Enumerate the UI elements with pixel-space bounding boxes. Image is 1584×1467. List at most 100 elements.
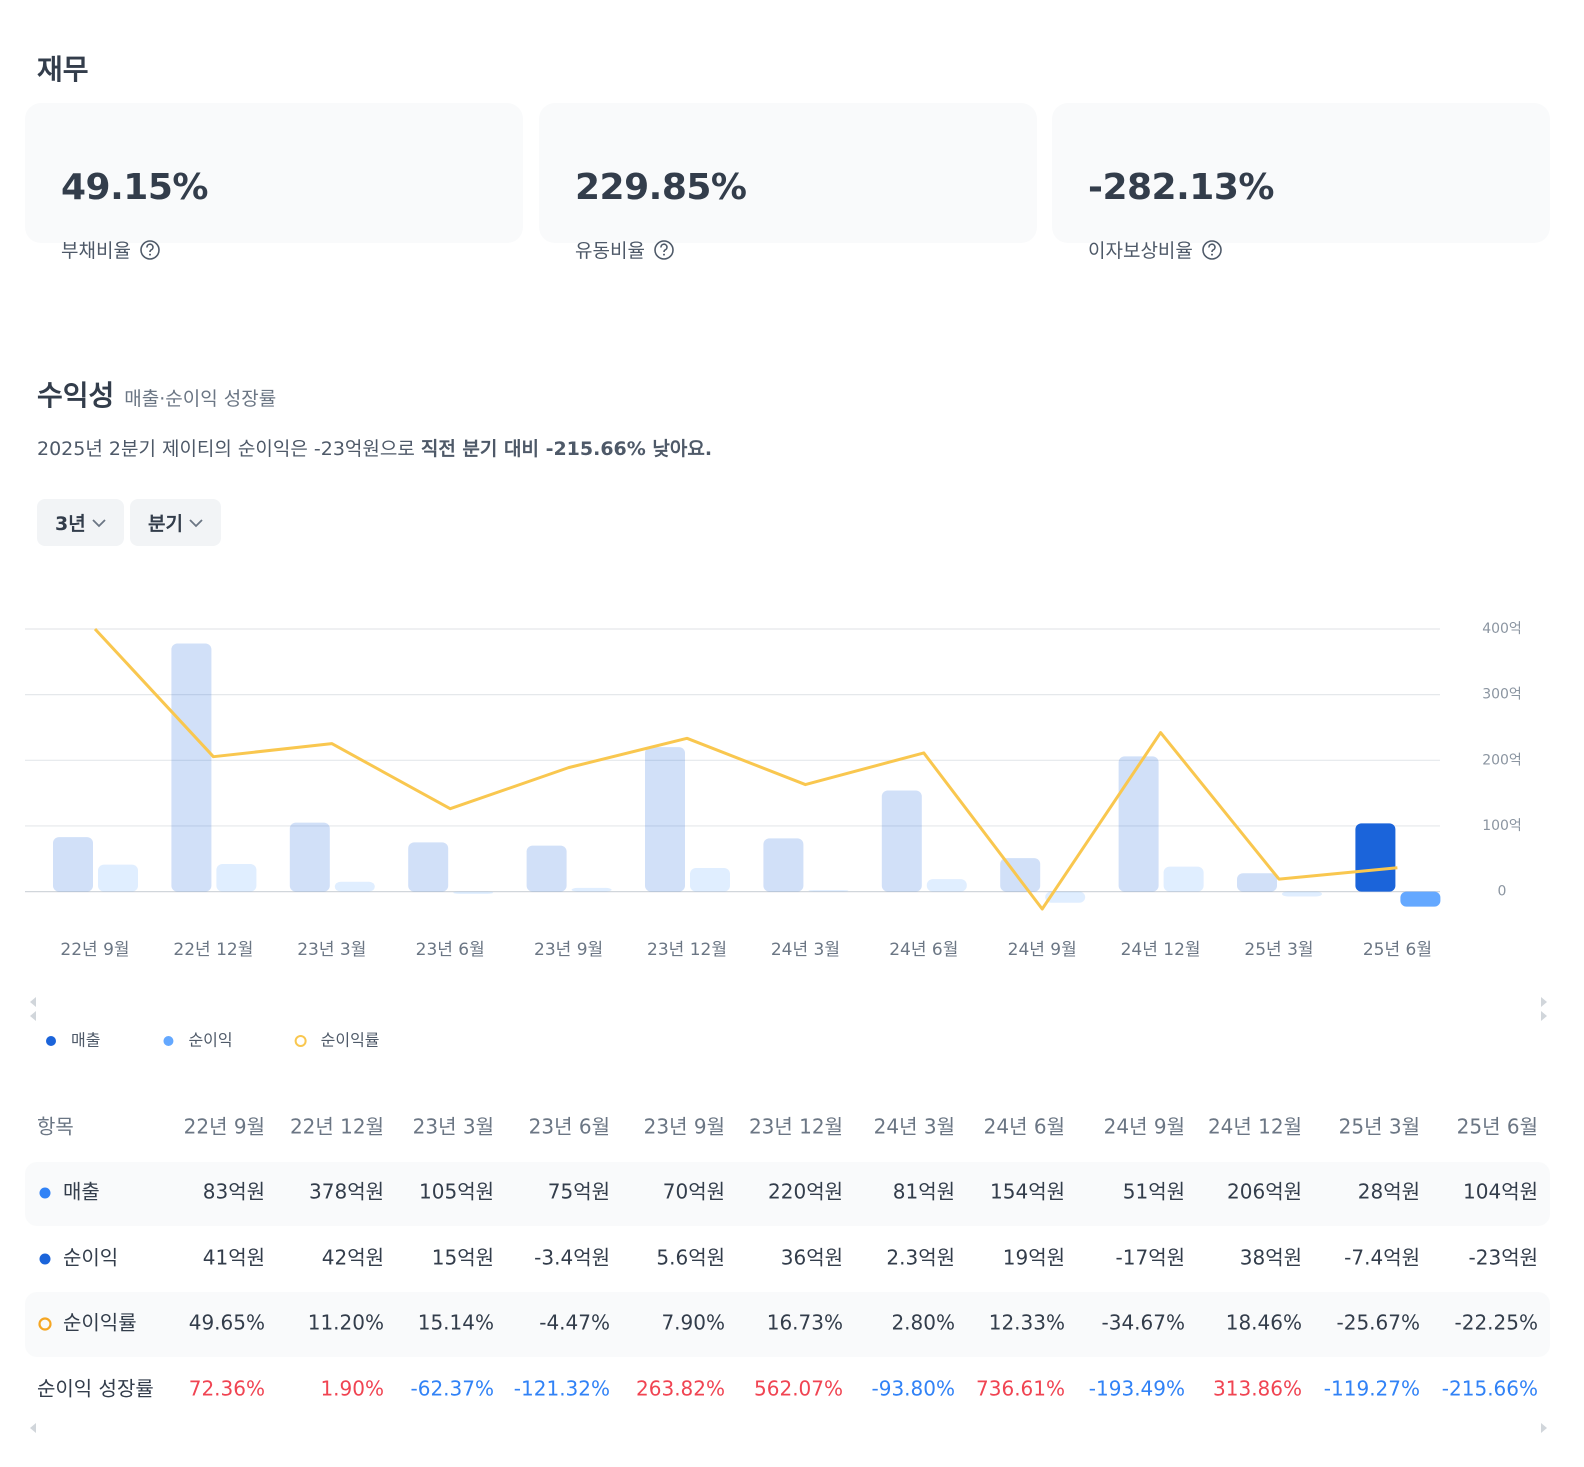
bar (808, 890, 849, 892)
bar (645, 747, 685, 892)
scroll-right[interactable] (1541, 1423, 1547, 1433)
help-icon[interactable] (653, 239, 675, 261)
scroll-left[interactable] (30, 1011, 36, 1021)
column-header: 25년 6월 (1457, 1115, 1538, 1139)
help-icon[interactable] (1201, 239, 1223, 261)
x-tick-label: 23년 12월 (647, 940, 727, 960)
table-cell: 220억원 (768, 1180, 843, 1204)
metric-label-row: 이자보상비율 (1088, 236, 1223, 263)
table-cell: -62.37% (411, 1377, 494, 1401)
table-cell: 1.90% (320, 1377, 384, 1401)
bar (926, 879, 967, 892)
period-dropdown[interactable]: 3년 (37, 499, 124, 546)
bar (1237, 873, 1277, 892)
bar (289, 822, 330, 892)
legend-marker (294, 1035, 307, 1047)
table-cell: -34.67% (1102, 1311, 1185, 1335)
row-background (25, 1162, 1550, 1226)
legend-label: 매출 (71, 1031, 100, 1050)
x-tick-label: 24년 12월 (1121, 940, 1201, 960)
scroll-left[interactable] (30, 997, 36, 1007)
scroll-left[interactable] (30, 1423, 36, 1433)
table-cell: 38억원 (1240, 1246, 1302, 1270)
y-tick-label: 100억 (1482, 818, 1522, 834)
scroll-right[interactable] (1541, 997, 1547, 1007)
y-tick-label: 300억 (1482, 687, 1522, 703)
column-header: 23년 3월 (413, 1115, 494, 1139)
legend-label: 순이익 (188, 1031, 232, 1050)
metric-value: 49.15% (61, 167, 208, 208)
scroll-right[interactable] (1541, 1011, 1547, 1021)
table-cell: 5.6억원 (656, 1246, 725, 1270)
section-title: 수익성 (37, 379, 115, 412)
table-cell: -119.27% (1324, 1377, 1420, 1401)
column-header: 24년 3월 (874, 1115, 955, 1139)
row-marker (39, 1187, 51, 1199)
metric-card: 부채비율 49.15% (25, 103, 523, 262)
table-cell: -17억원 (1116, 1246, 1185, 1270)
page-title: 재무 (37, 53, 89, 86)
bar (1282, 891, 1322, 897)
metric-card: 유동비율 229.85% (539, 103, 1037, 262)
table-cell: 75억원 (548, 1180, 610, 1204)
bar (171, 643, 212, 892)
bar (1118, 756, 1159, 892)
y-tick-label: 0 (1498, 884, 1507, 900)
legend-marker (163, 1036, 174, 1046)
table-cell: -121.32% (514, 1377, 610, 1401)
metric-label: 이자보상비율 (1088, 240, 1193, 262)
table-cell: 11.20% (308, 1311, 384, 1335)
table-cell: -93.80% (872, 1377, 955, 1401)
x-tick-label: 23년 6월 (416, 940, 485, 960)
table-cell: -7.4억원 (1344, 1246, 1420, 1270)
bar (1163, 866, 1204, 892)
table-cell: 16.73% (767, 1311, 843, 1335)
column-header: 25년 3월 (1339, 1115, 1420, 1139)
line (93, 627, 1398, 911)
table-cell: 2.80% (891, 1311, 955, 1335)
summary-emphasis: 직전 분기 대비 -215.66% 낮아요. (420, 438, 713, 460)
metric-label: 부채비율 (61, 240, 131, 262)
column-header: 23년 12월 (749, 1115, 843, 1139)
x-tick-label: 24년 3월 (771, 940, 840, 960)
table-cell: 70억원 (663, 1180, 725, 1204)
column-header: 24년 12월 (1208, 1115, 1302, 1139)
bar (98, 864, 138, 892)
table-cell: 41억원 (203, 1246, 265, 1270)
table-cell: 83억원 (203, 1180, 265, 1204)
section-heading: 수익성 매출·순이익 성장률 (37, 374, 276, 414)
metric-label: 유동비율 (575, 240, 645, 262)
x-tick-label: 24년 9월 (1008, 940, 1077, 960)
section-subtitle: 매출·순이익 성장률 (124, 388, 277, 410)
table-cell: 378억원 (309, 1180, 384, 1204)
bar (408, 842, 449, 892)
row-label: 순이익 (63, 1246, 118, 1270)
table-cell: -4.47% (539, 1311, 610, 1335)
table-cell: 7.90% (661, 1311, 725, 1335)
x-tick-label: 22년 9월 (60, 940, 129, 960)
data-table: 항목 22년 9월 22년 12월 23년 3월 23년 6월 23년 9월 23년 12월… (25, 1115, 1550, 1433)
table-cell: 42억원 (322, 1246, 384, 1270)
x-tick-label: 22년 12월 (173, 940, 253, 960)
y-tick-label: 200억 (1482, 752, 1522, 768)
column-header: 22년 12월 (290, 1115, 384, 1139)
table-cell: 15억원 (432, 1246, 494, 1270)
table-cell: 18.46% (1226, 1311, 1302, 1335)
metric-label-row: 부채비율 (61, 236, 161, 263)
chart: 0 100억 200억 300억 400억 22년 9월 22년 12월 23년 3월 23년 … (25, 621, 1547, 1050)
interval-dropdown[interactable]: 분기 (130, 499, 221, 546)
metric-card: 이자보상비율 -282.13% (1052, 103, 1550, 262)
table-header: 항목 (37, 1115, 74, 1139)
column-header: 23년 6월 (529, 1115, 610, 1139)
bar (1355, 823, 1396, 892)
bar (334, 881, 375, 892)
legend-label: 순이익률 (321, 1031, 380, 1050)
table-cell: 12.33% (989, 1311, 1065, 1335)
bar (526, 845, 567, 892)
help-icon[interactable] (139, 239, 161, 261)
column-header: 24년 6월 (984, 1115, 1065, 1139)
row-label: 매출 (63, 1180, 100, 1204)
table-cell: 2.3억원 (886, 1246, 955, 1270)
table-cell: 15.14% (418, 1311, 494, 1335)
